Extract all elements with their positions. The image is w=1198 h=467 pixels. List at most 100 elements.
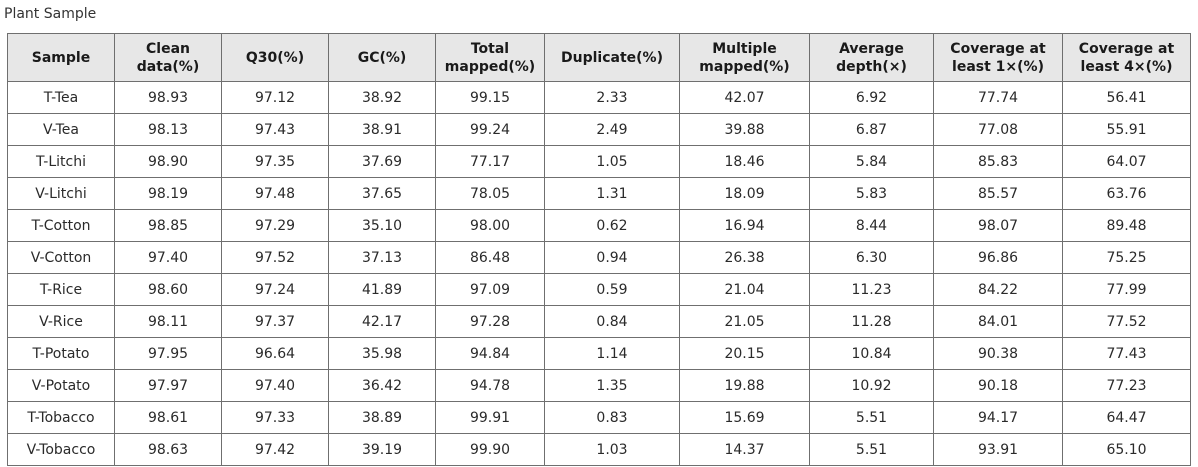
- table-row: T-Rice 98.60 97.24 41.89 97.09 0.59 21.04 11.23…: [7, 273, 1191, 306]
- column-header: Sample: [7, 33, 115, 82]
- table-cell: 1.14: [544, 337, 680, 370]
- table-cell: 64.47: [1062, 401, 1191, 434]
- column-header: Average depth(×): [809, 33, 934, 82]
- table-cell: 77.17: [435, 145, 545, 178]
- sample-name-cell: V-Tobacco: [7, 433, 115, 466]
- column-header: Coverage at least 1×(%): [933, 33, 1063, 82]
- table-cell: 98.11: [114, 305, 222, 338]
- table-row: V-Rice 98.11 97.37 42.17 97.28 0.84 21.05 11.28…: [7, 305, 1191, 338]
- table-cell: 1.31: [544, 177, 680, 210]
- table-row: V-Tea 98.13 97.43 38.91 99.24 2.49 39.88 6.87 77…: [7, 113, 1191, 146]
- table-cell: 5.84: [809, 145, 934, 178]
- table-cell: 97.52: [221, 241, 329, 274]
- table-cell: 86.48: [435, 241, 545, 274]
- table-cell: 94.84: [435, 337, 545, 370]
- table-cell: 36.42: [328, 369, 436, 402]
- table-cell: 18.09: [679, 177, 810, 210]
- column-header-label: Q30(%): [245, 49, 305, 66]
- column-header: Coverage at least 4×(%): [1062, 33, 1191, 82]
- table-caption: Plant Sample: [4, 6, 97, 22]
- table-cell: 21.04: [679, 273, 810, 306]
- sample-name-cell: T-Litchi: [7, 145, 115, 178]
- sample-name-cell: T-Tea: [7, 81, 115, 114]
- table-cell: 89.48: [1062, 209, 1191, 242]
- table-cell: 64.07: [1062, 145, 1191, 178]
- table-cell: 97.24: [221, 273, 329, 306]
- sample-name-cell: T-Tobacco: [7, 401, 115, 434]
- table-row: T-Tobacco 98.61 97.33 38.89 99.91 0.83 15.69 5.…: [7, 401, 1191, 434]
- table-cell: 37.13: [328, 241, 436, 274]
- header-row: Sample Clean data(%) Q30(%) GC(%) Total …: [7, 33, 1191, 82]
- table-cell: 97.28: [435, 305, 545, 338]
- column-header: Total mapped(%): [435, 33, 545, 82]
- table-cell: 97.43: [221, 113, 329, 146]
- table-cell: 77.52: [1062, 305, 1191, 338]
- table-cell: 97.48: [221, 177, 329, 210]
- table-cell: 41.89: [328, 273, 436, 306]
- sample-name-cell: V-Rice: [7, 305, 115, 338]
- table-cell: 78.05: [435, 177, 545, 210]
- table-cell: 90.18: [933, 369, 1063, 402]
- table-cell: 42.17: [328, 305, 436, 338]
- sample-name-cell: V-Litchi: [7, 177, 115, 210]
- column-header-label: Coverage at least 1×(%): [950, 40, 1046, 75]
- table-cell: 77.74: [933, 81, 1063, 114]
- table-cell: 63.76: [1062, 177, 1191, 210]
- table-cell: 85.57: [933, 177, 1063, 210]
- table-cell: 98.00: [435, 209, 545, 242]
- table-cell: 94.17: [933, 401, 1063, 434]
- table-cell: 77.43: [1062, 337, 1191, 370]
- column-header-label: Clean data(%): [136, 40, 200, 75]
- table-cell: 10.84: [809, 337, 934, 370]
- table-cell: 42.07: [679, 81, 810, 114]
- table-row: T-Potato 97.95 96.64 35.98 94.84 1.14 20.15 10.…: [7, 337, 1191, 370]
- table-cell: 99.91: [435, 401, 545, 434]
- table-cell: 55.91: [1062, 113, 1191, 146]
- column-header: Clean data(%): [114, 33, 222, 82]
- table-cell: 8.44: [809, 209, 934, 242]
- table-cell: 26.38: [679, 241, 810, 274]
- column-header-label: GC(%): [357, 49, 407, 66]
- table-cell: 97.12: [221, 81, 329, 114]
- table-cell: 2.33: [544, 81, 680, 114]
- table-cell: 1.35: [544, 369, 680, 402]
- table-cell: 6.92: [809, 81, 934, 114]
- table-cell: 98.19: [114, 177, 222, 210]
- table-cell: 90.38: [933, 337, 1063, 370]
- column-header: Q30(%): [221, 33, 329, 82]
- sample-name-cell: V-Cotton: [7, 241, 115, 274]
- sample-name-cell: V-Tea: [7, 113, 115, 146]
- table-cell: 35.98: [328, 337, 436, 370]
- table-row: T-Litchi 98.90 97.35 37.69 77.17 1.05 18.46 5.8…: [7, 145, 1191, 178]
- sample-name-cell: V-Potato: [7, 369, 115, 402]
- table-cell: 0.94: [544, 241, 680, 274]
- table-cell: 99.15: [435, 81, 545, 114]
- table-cell: 5.83: [809, 177, 934, 210]
- table-row: V-Cotton 97.40 97.52 37.13 86.48 0.94 26.38 6.3…: [7, 241, 1191, 274]
- table-cell: 97.29: [221, 209, 329, 242]
- table-cell: 38.89: [328, 401, 436, 434]
- table-cell: 98.60: [114, 273, 222, 306]
- table-cell: 0.59: [544, 273, 680, 306]
- table-cell: 21.05: [679, 305, 810, 338]
- table-cell: 39.19: [328, 433, 436, 466]
- table-cell: 10.92: [809, 369, 934, 402]
- table-cell: 97.97: [114, 369, 222, 402]
- sample-name-cell: T-Potato: [7, 337, 115, 370]
- column-header: Multiple mapped(%): [679, 33, 810, 82]
- table-body: T-Tea 98.93 97.12 38.92 99.15 2.33 42.07 6.92 77…: [7, 81, 1191, 466]
- table-cell: 39.88: [679, 113, 810, 146]
- table-cell: 65.10: [1062, 433, 1191, 466]
- table-cell: 93.91: [933, 433, 1063, 466]
- sample-name-cell: T-Rice: [7, 273, 115, 306]
- table-cell: 11.23: [809, 273, 934, 306]
- table-cell: 75.25: [1062, 241, 1191, 274]
- table-cell: 1.03: [544, 433, 680, 466]
- column-header-label: Multiple mapped(%): [699, 40, 790, 75]
- table-cell: 16.94: [679, 209, 810, 242]
- table-row: V-Potato 97.97 97.40 36.42 94.78 1.35 19.88 10.…: [7, 369, 1191, 402]
- table-cell: 56.41: [1062, 81, 1191, 114]
- table-cell: 14.37: [679, 433, 810, 466]
- table-cell: 37.65: [328, 177, 436, 210]
- table-cell: 97.33: [221, 401, 329, 434]
